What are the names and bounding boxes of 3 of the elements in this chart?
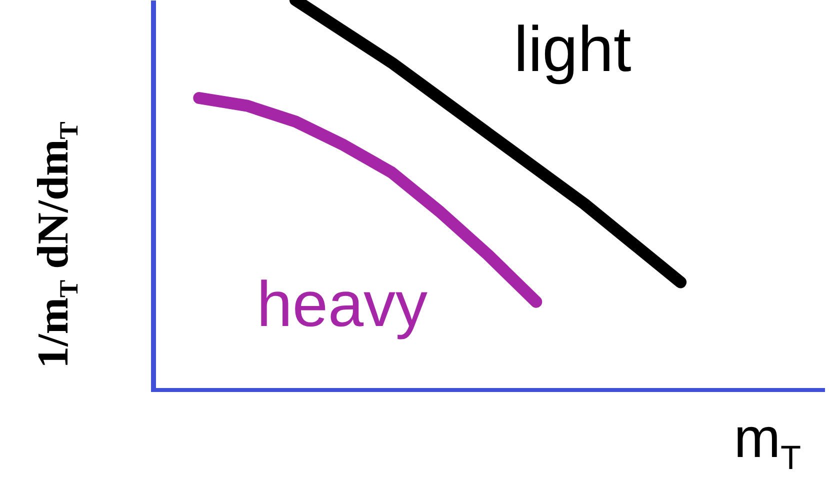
series-label: light: [514, 13, 632, 86]
x-axis-title: m$_{T}$: [734, 405, 801, 478]
series-label: heavy: [256, 268, 428, 340]
